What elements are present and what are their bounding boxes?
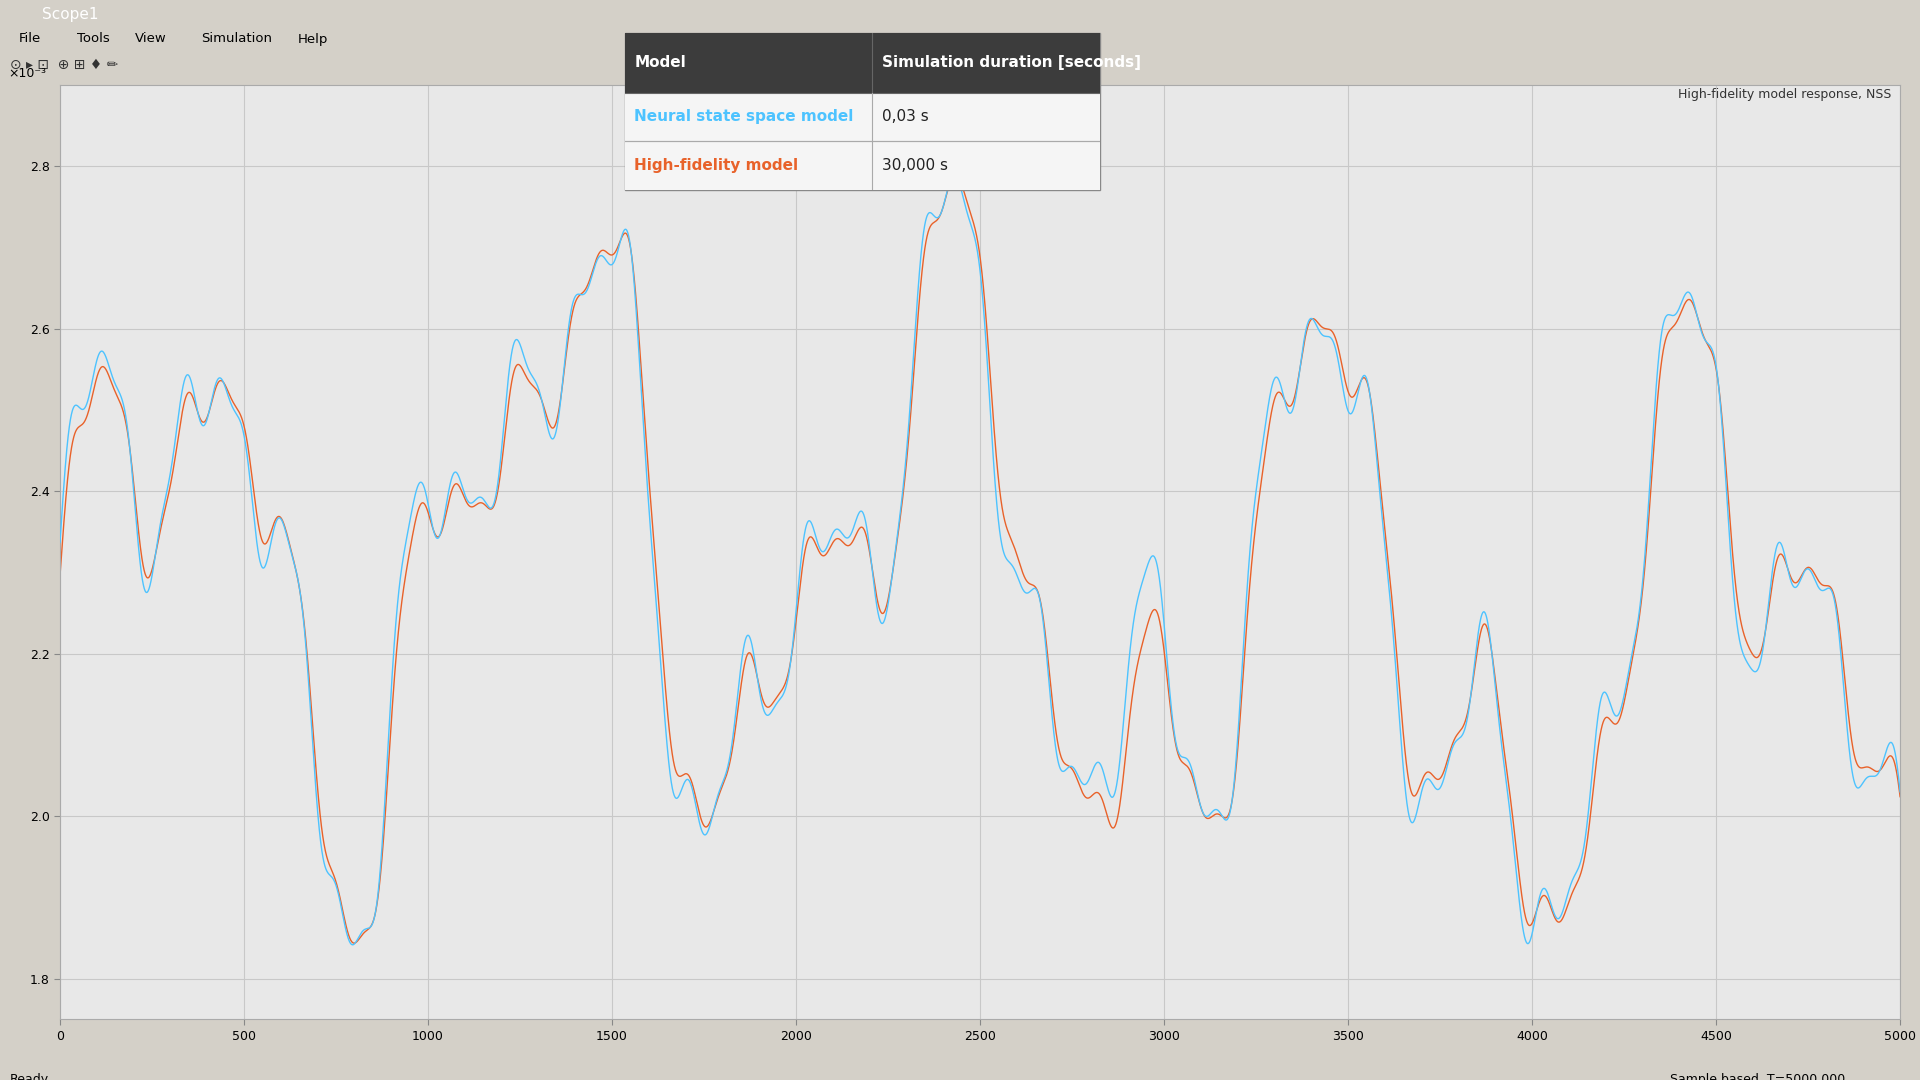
Text: File: File <box>19 32 42 45</box>
Text: Simulation duration [seconds]: Simulation duration [seconds] <box>881 55 1140 70</box>
Text: Scope1: Scope1 <box>42 6 98 22</box>
Text: Model: Model <box>634 55 685 70</box>
Text: 30,000 s: 30,000 s <box>881 158 947 173</box>
Text: Help: Help <box>298 32 328 45</box>
Text: ×10⁻³: ×10⁻³ <box>8 67 46 80</box>
Text: High-fidelity model: High-fidelity model <box>634 158 799 173</box>
Text: View: View <box>134 32 167 45</box>
Text: 0,03 s: 0,03 s <box>881 109 927 124</box>
Text: Simulation: Simulation <box>202 32 273 45</box>
Text: Sample based  T=5000.000: Sample based T=5000.000 <box>1670 1074 1845 1080</box>
Text: Ready: Ready <box>10 1074 48 1080</box>
Bar <box>626 93 1100 141</box>
Bar <box>626 141 1100 190</box>
Text: Neural state space model: Neural state space model <box>634 109 854 124</box>
Text: High-fidelity model response, NSS: High-fidelity model response, NSS <box>1678 87 1891 100</box>
Text: ⊙ ▸ ⊡  ⊕ ⊞ ♦ ✏: ⊙ ▸ ⊡ ⊕ ⊞ ♦ ✏ <box>10 58 117 72</box>
Text: Tools: Tools <box>77 32 109 45</box>
Bar <box>626 33 1100 93</box>
